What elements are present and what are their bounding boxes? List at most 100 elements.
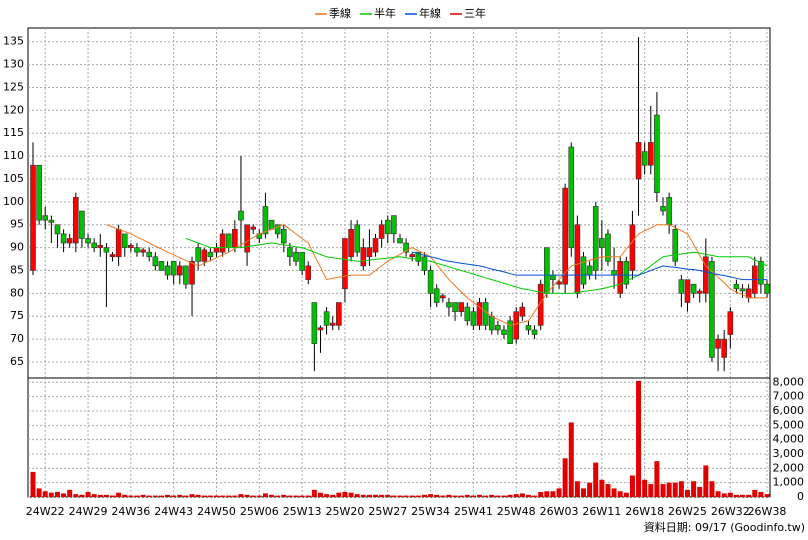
- y2-tick-label: 3,000: [773, 447, 805, 460]
- y-tick-label: 120: [3, 103, 24, 116]
- candle-body: [678, 279, 685, 294]
- volume-bar: [629, 475, 635, 497]
- candle-body: [97, 245, 104, 248]
- volume-bar: [428, 494, 434, 497]
- y-tick-label: 130: [3, 58, 24, 71]
- y-tick-label: 105: [3, 172, 24, 185]
- candle-body: [519, 306, 526, 317]
- y-tick-label: 70: [10, 332, 24, 345]
- volume-bar: [73, 494, 79, 497]
- volume-bar: [764, 494, 770, 497]
- volume-bar: [299, 495, 305, 497]
- ma-line: [412, 251, 767, 281]
- candle-body: [280, 229, 287, 244]
- x-tick-label: 24W50: [197, 505, 236, 518]
- volume-bar: [140, 494, 146, 497]
- volume-bar: [79, 494, 85, 497]
- volume-bar: [452, 495, 458, 497]
- volume-bar: [697, 486, 703, 497]
- volume-bar: [642, 479, 648, 497]
- volume-bar: [158, 495, 164, 497]
- y-tick-label: 90: [10, 241, 24, 254]
- volume-bar: [287, 495, 293, 497]
- candle-body: [531, 329, 538, 335]
- candle-body: [482, 302, 489, 326]
- candle-body: [128, 245, 134, 248]
- volume-bar: [385, 494, 391, 497]
- candle-body: [48, 219, 55, 223]
- volume-bar: [342, 491, 348, 497]
- candle-body: [225, 233, 232, 248]
- x-tick-label: 26W25: [668, 505, 707, 518]
- candle-body: [391, 215, 397, 235]
- candle-body: [342, 238, 348, 290]
- volume-bar: [330, 494, 336, 497]
- volume-bar: [48, 492, 54, 497]
- candle-body: [79, 210, 85, 239]
- volume-bar: [611, 488, 617, 497]
- candle-body: [537, 283, 544, 326]
- candle-body: [293, 251, 299, 262]
- volume-bar: [434, 494, 440, 497]
- candle-body: [709, 261, 715, 358]
- candle-body: [501, 329, 507, 335]
- y-tick-label: 75: [10, 309, 24, 322]
- volume-bar: [556, 488, 562, 497]
- volume-bar: [85, 491, 91, 497]
- candle-body: [476, 302, 483, 326]
- candle-body: [586, 265, 593, 276]
- y2-tick-label: 5,000: [773, 418, 805, 431]
- ma-line: [185, 238, 768, 294]
- y-tick-label: 85: [10, 263, 24, 276]
- candle-body: [440, 295, 446, 299]
- volume-bar: [348, 492, 354, 497]
- volume-bar: [446, 494, 452, 497]
- volume-bar: [617, 491, 623, 497]
- volume-bar: [501, 495, 507, 497]
- candle-body: [360, 247, 367, 267]
- candle-body: [66, 238, 73, 244]
- candle-body: [91, 242, 97, 248]
- candle-body: [568, 146, 575, 248]
- candle-body: [311, 302, 318, 344]
- volume-bar: [262, 493, 268, 497]
- volume-bar: [550, 491, 556, 497]
- candle-body: [170, 261, 177, 276]
- x-tick-label: 24W43: [154, 505, 193, 518]
- candle-body: [232, 229, 238, 248]
- volume-bar: [177, 494, 183, 497]
- y2-tick-label: 8,000: [773, 375, 805, 388]
- volume-bar: [544, 491, 550, 497]
- volume-bar: [152, 495, 158, 497]
- candle-body: [158, 261, 165, 271]
- volume-bar: [666, 482, 672, 497]
- candle-body: [464, 306, 471, 322]
- volume-bar: [91, 494, 97, 497]
- x-tick-label: 24W29: [69, 505, 108, 518]
- candle-body: [409, 254, 416, 258]
- candle-body: [201, 249, 208, 262]
- candle-body: [305, 265, 312, 280]
- candle-body: [580, 256, 587, 285]
- volume-bar: [593, 462, 599, 497]
- volume-bar: [244, 494, 250, 497]
- volume-bar: [721, 493, 727, 497]
- volume-bar: [581, 488, 586, 497]
- candle-body: [513, 311, 520, 340]
- legend-label: 半年: [374, 6, 396, 20]
- volume-bar: [116, 492, 122, 497]
- x-tick-label: 24W22: [26, 505, 65, 518]
- volume-bar: [128, 495, 134, 497]
- volume-bar: [366, 494, 372, 497]
- candle-body: [433, 288, 440, 303]
- volume-bar: [421, 494, 427, 497]
- candle-body: [446, 302, 452, 308]
- candle-body: [274, 224, 281, 235]
- candle-body: [488, 315, 495, 331]
- ma-line: [106, 224, 767, 326]
- candle-body: [140, 249, 146, 253]
- x-tick-label: 24W36: [111, 505, 150, 518]
- x-tick-label: 26W18: [625, 505, 664, 518]
- volume-bar: [733, 494, 739, 497]
